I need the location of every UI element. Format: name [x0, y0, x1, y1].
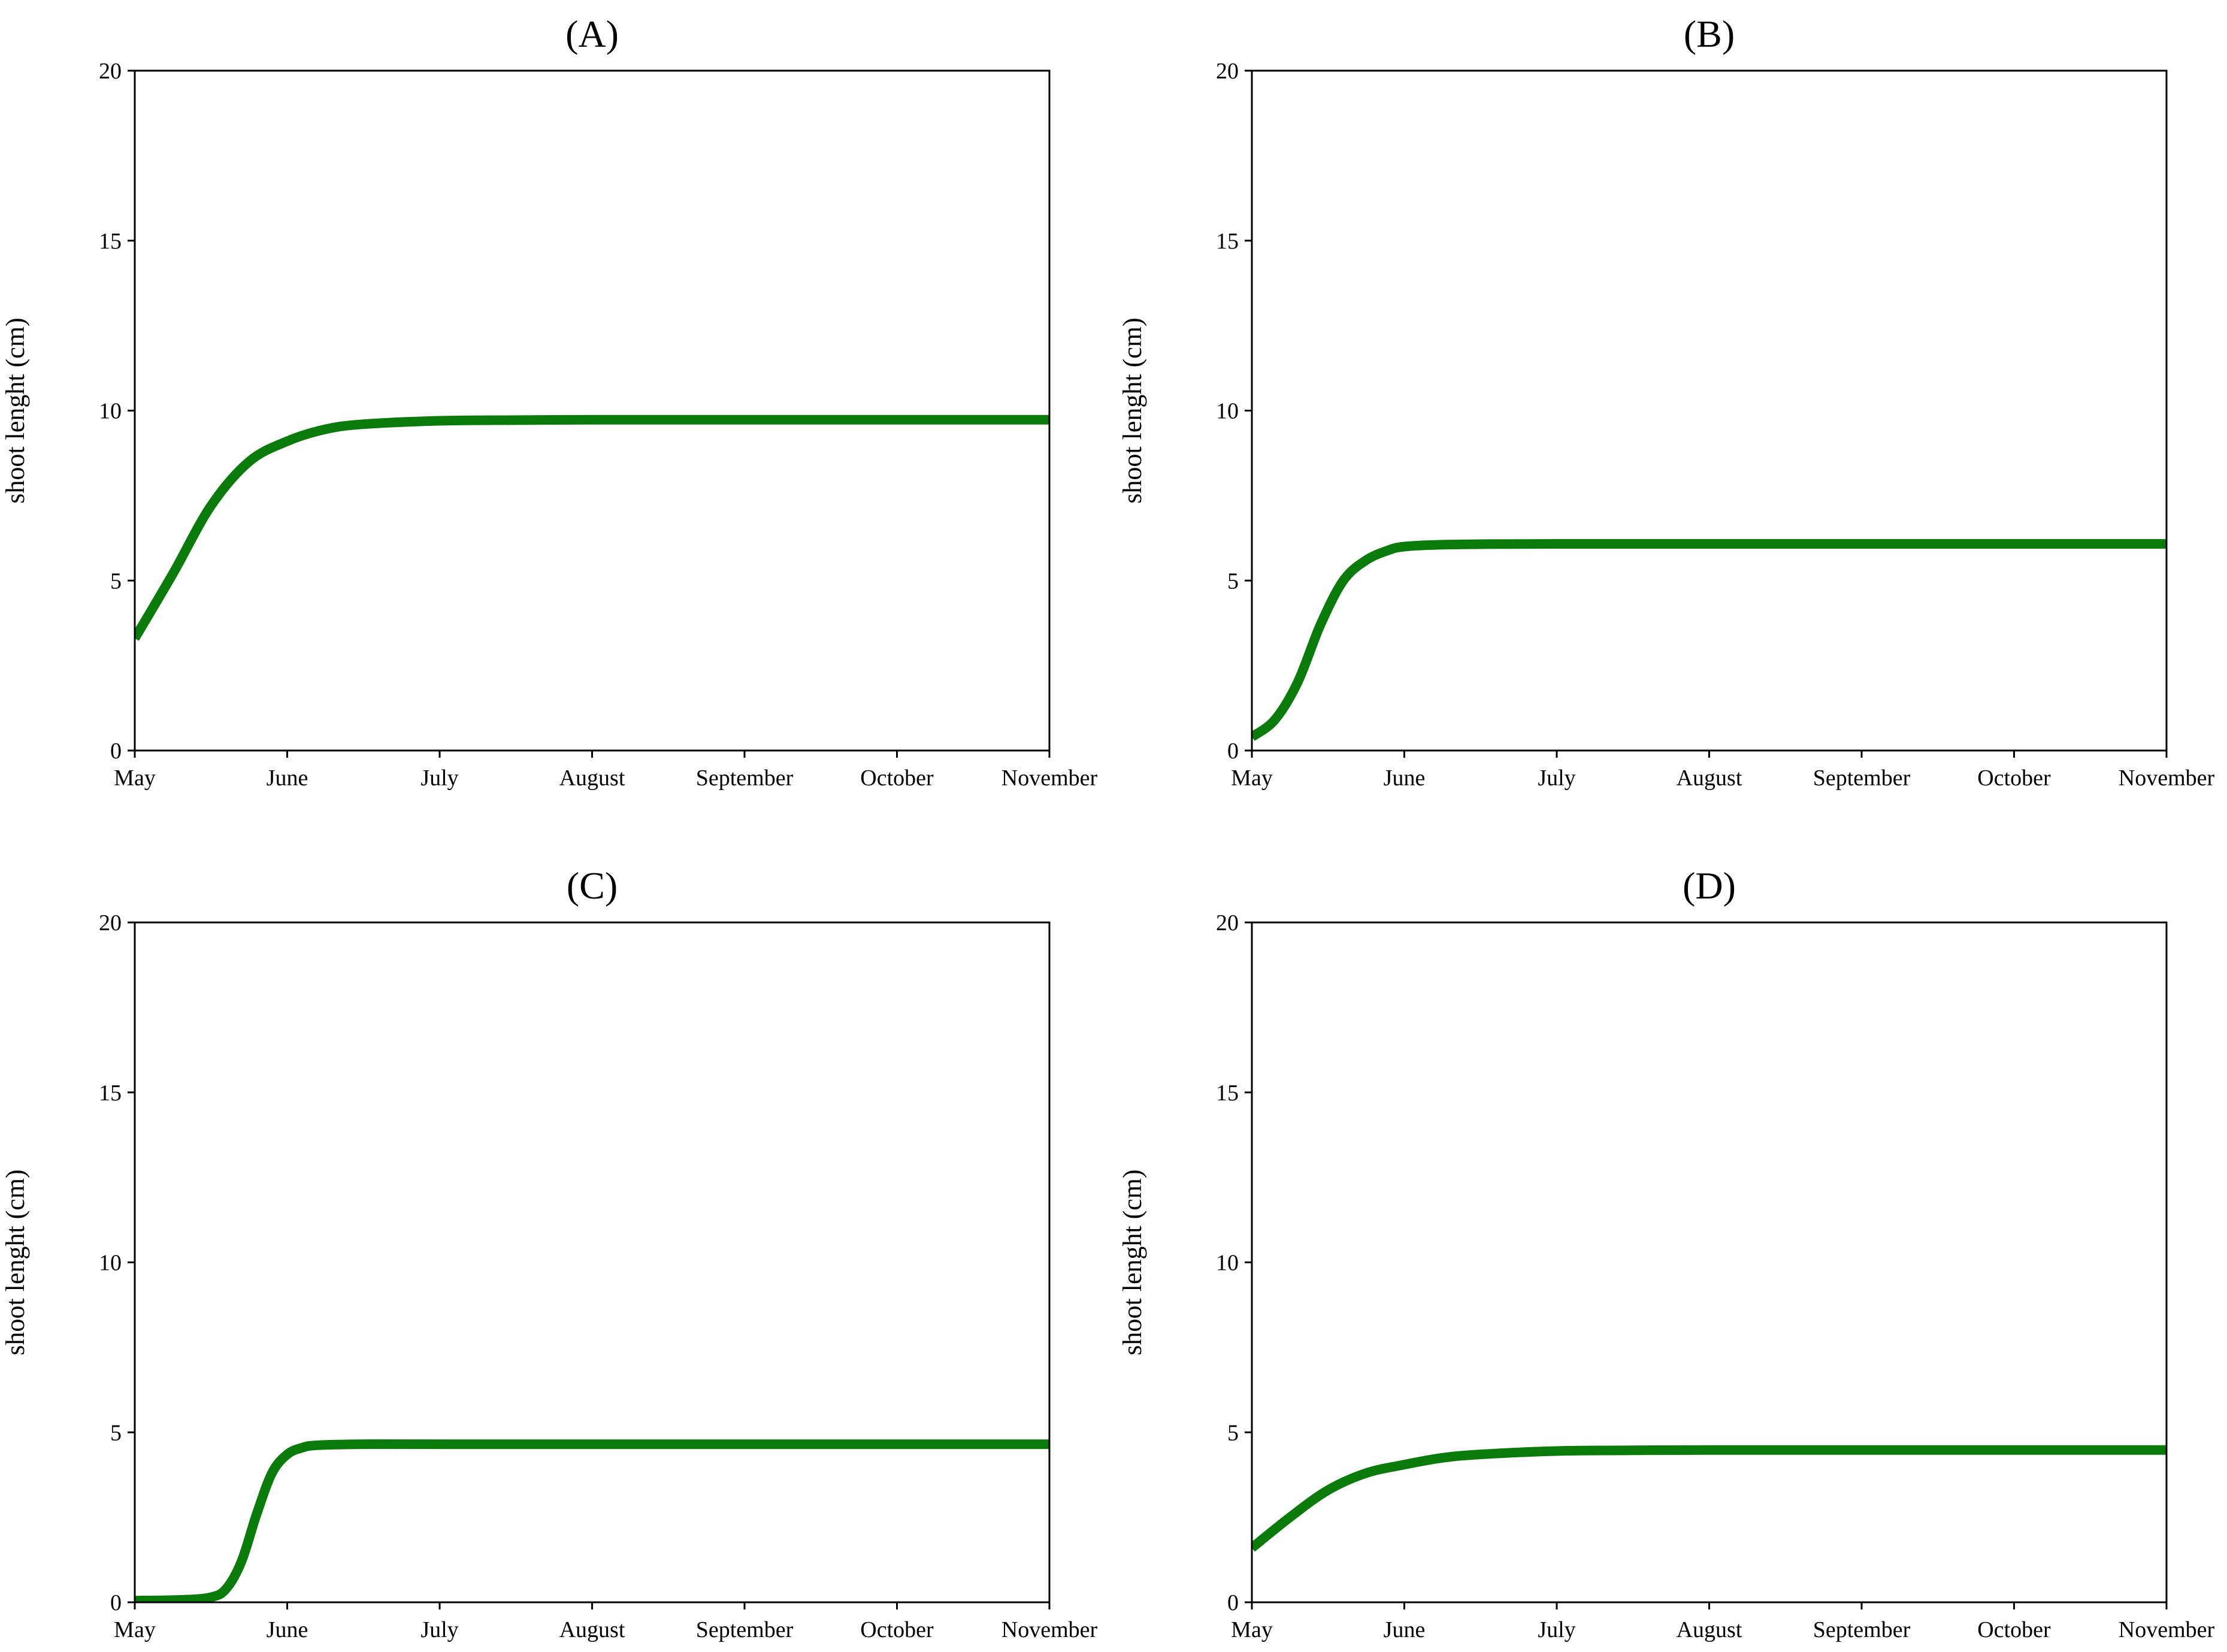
panel-a: (A) shoot lenght (cm) 0 5 10 15 20 May June July A… [1, 13, 1098, 791]
y-tick-label-d-3: 15 [1216, 1081, 1239, 1106]
y-tick-label-a-1: 5 [110, 568, 122, 594]
series-line-c-0 [135, 1439, 1049, 1602]
x-tick-label-c-3: August [559, 1617, 625, 1642]
x-tick-label-a-4: September [696, 766, 794, 791]
x-tick-label-a-0: May [114, 766, 156, 791]
y-tick-label-b-4: 20 [1216, 59, 1239, 84]
x-tick-label-c-0: May [114, 1617, 156, 1642]
plot-frame-c [134, 921, 1051, 1603]
x-tick-label-b-4: September [1813, 766, 1911, 791]
x-tick-label-a-6: November [1001, 766, 1098, 791]
panel-title-a: (A) [565, 13, 619, 55]
x-tick-label-c-5: October [860, 1617, 934, 1642]
x-tick-label-c-2: July [420, 1617, 458, 1642]
y-axis-label-b: shoot lenght (cm) [1118, 317, 1147, 503]
y-tick-label-c-2: 10 [99, 1251, 122, 1276]
panel-title-d: (D) [1683, 864, 1736, 907]
series-line-d-0 [1252, 1445, 2167, 1552]
panel-c: (C) shoot lenght (cm) 0 5 10 15 20 May June July A… [1, 864, 1098, 1642]
y-tick-label-a-4: 20 [99, 59, 122, 84]
x-tick-label-d-2: July [1538, 1617, 1575, 1642]
x-tick-label-b-5: October [1977, 766, 2051, 791]
plot-frame-b [1251, 69, 2168, 752]
y-tick-label-c-3: 15 [99, 1081, 122, 1106]
x-tick-label-b-6: November [2119, 766, 2215, 791]
y-tick-label-b-1: 5 [1227, 568, 1239, 594]
panel-d: (D) shoot lenght (cm) 0 5 10 15 20 May June July A… [1118, 864, 2215, 1642]
x-tick-label-a-2: July [420, 766, 458, 791]
x-tick-label-c-1: June [267, 1617, 308, 1642]
y-axis-label-a: shoot lenght (cm) [1, 317, 30, 503]
panel-title-c: (C) [567, 864, 618, 907]
x-tick-label-b-2: July [1538, 766, 1575, 791]
x-tick-label-c-4: September [696, 1617, 794, 1642]
y-tick-label-b-0: 0 [1227, 739, 1239, 764]
x-tick-label-a-3: August [559, 766, 625, 791]
x-tick-label-c-6: November [1001, 1617, 1098, 1642]
y-tick-label-c-1: 5 [110, 1420, 122, 1445]
panel-b: (B) shoot lenght (cm) 0 5 10 15 20 May June July A… [1118, 13, 2215, 791]
x-tick-label-d-1: June [1384, 1617, 1426, 1642]
y-tick-label-c-4: 20 [99, 910, 122, 936]
panel-title-b: (B) [1684, 13, 1735, 55]
y-tick-label-d-2: 10 [1216, 1251, 1239, 1276]
y-axis-label-c: shoot lenght (cm) [1, 1169, 30, 1355]
y-tick-label-a-0: 0 [110, 739, 122, 764]
y-tick-label-c-0: 0 [110, 1590, 122, 1615]
y-tick-label-a-2: 10 [99, 399, 122, 424]
series-line-a-0 [135, 414, 1049, 641]
y-tick-label-d-1: 5 [1227, 1420, 1239, 1445]
y-tick-label-d-4: 20 [1216, 910, 1239, 936]
y-tick-label-b-3: 15 [1216, 229, 1239, 254]
series-line-b-0 [1252, 538, 2167, 741]
y-axis-label-d: shoot lenght (cm) [1118, 1169, 1147, 1355]
x-tick-label-b-1: June [1384, 766, 1426, 791]
plot-frame-d [1251, 921, 2168, 1603]
y-tick-label-d-0: 0 [1227, 1590, 1239, 1615]
x-tick-label-b-0: May [1231, 766, 1273, 791]
plot-frame-a [134, 69, 1051, 752]
x-tick-label-d-6: November [2119, 1617, 2215, 1642]
x-tick-label-a-5: October [860, 766, 934, 791]
x-tick-label-d-5: October [1977, 1617, 2051, 1642]
x-tick-label-a-1: June [267, 766, 308, 791]
x-tick-label-d-0: May [1231, 1617, 1273, 1642]
y-tick-label-a-3: 15 [99, 229, 122, 254]
x-tick-label-d-4: September [1813, 1617, 1911, 1642]
x-tick-label-d-3: August [1677, 1617, 1742, 1642]
y-tick-label-b-2: 10 [1216, 399, 1239, 424]
x-tick-label-b-3: August [1677, 766, 1742, 791]
